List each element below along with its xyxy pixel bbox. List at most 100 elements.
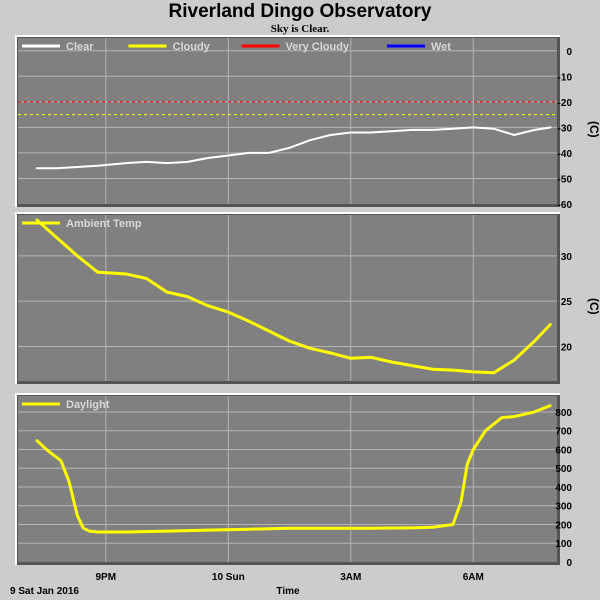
- y-tick-label: -50: [558, 174, 573, 185]
- legend-label: Wet: [431, 41, 451, 53]
- data-point: [452, 127, 454, 130]
- y-tick-label: -40: [558, 149, 573, 160]
- data-point: [533, 129, 536, 131]
- data-point: [431, 368, 434, 371]
- y-tick-label: -20: [558, 98, 573, 109]
- chart-panel-2: 20 25 30 Ambient Temp (C): [15, 212, 600, 384]
- data-point: [76, 514, 79, 516]
- data-point: [166, 530, 168, 532]
- plot-area: [18, 38, 557, 204]
- data-point: [411, 364, 413, 367]
- data-point: [47, 450, 50, 453]
- data-point: [533, 340, 536, 342]
- data-point: [247, 152, 250, 154]
- data-point: [329, 352, 332, 354]
- chart-panel-1: 0 -10 -20 -30 -40 -50 -60 Clear Cloudy Very Cloud…: [15, 35, 600, 211]
- data-point: [472, 448, 475, 451]
- data-point: [55, 167, 58, 170]
- data-point: [247, 320, 250, 322]
- data-point: [125, 162, 128, 164]
- data-point: [96, 271, 99, 273]
- data-point: [466, 463, 468, 466]
- legend-label: Clear: [66, 41, 94, 53]
- y-tick-label: 400: [555, 483, 572, 494]
- data-point: [166, 162, 168, 164]
- data-point: [35, 218, 38, 221]
- data-point: [484, 429, 487, 432]
- x-tick-label: 6AM: [463, 572, 484, 583]
- data-point: [166, 291, 168, 293]
- plot-area: [18, 396, 557, 562]
- data-point: [452, 523, 454, 526]
- plot-area: [18, 215, 557, 381]
- series-line-1: [35, 404, 552, 534]
- data-point: [411, 129, 413, 131]
- data-point: [35, 167, 38, 170]
- data-point: [288, 147, 291, 149]
- y-tick-label: -60: [558, 200, 573, 211]
- data-point: [247, 528, 250, 530]
- x-tick-label: 3AM: [340, 572, 361, 583]
- data-point: [309, 347, 311, 350]
- data-point: [329, 527, 332, 530]
- y-unit-label: (C): [587, 298, 600, 315]
- data-point: [60, 459, 62, 462]
- series-line-1: [36, 126, 552, 170]
- x-axis-label: Time: [276, 586, 300, 597]
- data-point: [431, 526, 434, 529]
- data-point: [550, 323, 552, 325]
- legend-label: Daylight: [66, 399, 110, 411]
- data-point: [55, 236, 58, 239]
- data-point: [492, 127, 495, 130]
- y-tick-label: 700: [555, 427, 572, 438]
- y-tick-label: 100: [555, 539, 572, 550]
- data-point: [76, 255, 79, 257]
- data-point: [288, 527, 291, 530]
- data-point: [68, 480, 70, 483]
- date-label: 9 Sat Jan 2016: [10, 586, 79, 597]
- data-point: [513, 415, 515, 418]
- data-point: [186, 161, 189, 163]
- x-tick-label: 10 Sun: [212, 572, 245, 583]
- data-point: [268, 152, 270, 154]
- y-tick-label: 800: [555, 408, 572, 419]
- data-point: [96, 164, 99, 167]
- y-tick-label: 0: [566, 558, 572, 569]
- data-point: [431, 129, 434, 131]
- data-point: [145, 277, 148, 280]
- data-point: [349, 357, 352, 360]
- data-point: [501, 416, 503, 419]
- data-point: [145, 161, 148, 163]
- y-tick-label: 300: [555, 502, 572, 513]
- data-point: [207, 304, 209, 307]
- data-point: [370, 131, 373, 134]
- x-tick-label: 9PM: [96, 572, 117, 583]
- legend-label: Cloudy: [173, 41, 211, 53]
- data-point: [472, 371, 475, 373]
- data-point: [472, 126, 475, 129]
- y-tick-label: -30: [558, 123, 573, 134]
- data-point: [390, 130, 393, 133]
- data-point: [513, 134, 515, 136]
- data-point: [288, 340, 291, 342]
- y-tick-label: 200: [555, 520, 572, 531]
- data-point: [390, 361, 393, 363]
- data-point: [349, 131, 352, 134]
- data-point: [411, 527, 413, 529]
- legend-label: Very Cloudy: [286, 41, 350, 53]
- data-point: [550, 404, 552, 407]
- y-tick-label: 30: [561, 252, 573, 263]
- data-point: [227, 154, 230, 157]
- y-unit-label: (C): [587, 121, 600, 138]
- data-point: [35, 439, 38, 441]
- page-title: Riverland Dingo Observatory: [168, 1, 432, 22]
- y-tick-label: 0: [566, 47, 572, 58]
- data-point: [125, 273, 128, 275]
- data-point: [329, 134, 332, 136]
- data-point: [76, 166, 79, 168]
- y-tick-label: 25: [561, 297, 573, 308]
- data-point: [125, 531, 128, 533]
- data-point: [370, 527, 373, 530]
- data-point: [492, 372, 495, 374]
